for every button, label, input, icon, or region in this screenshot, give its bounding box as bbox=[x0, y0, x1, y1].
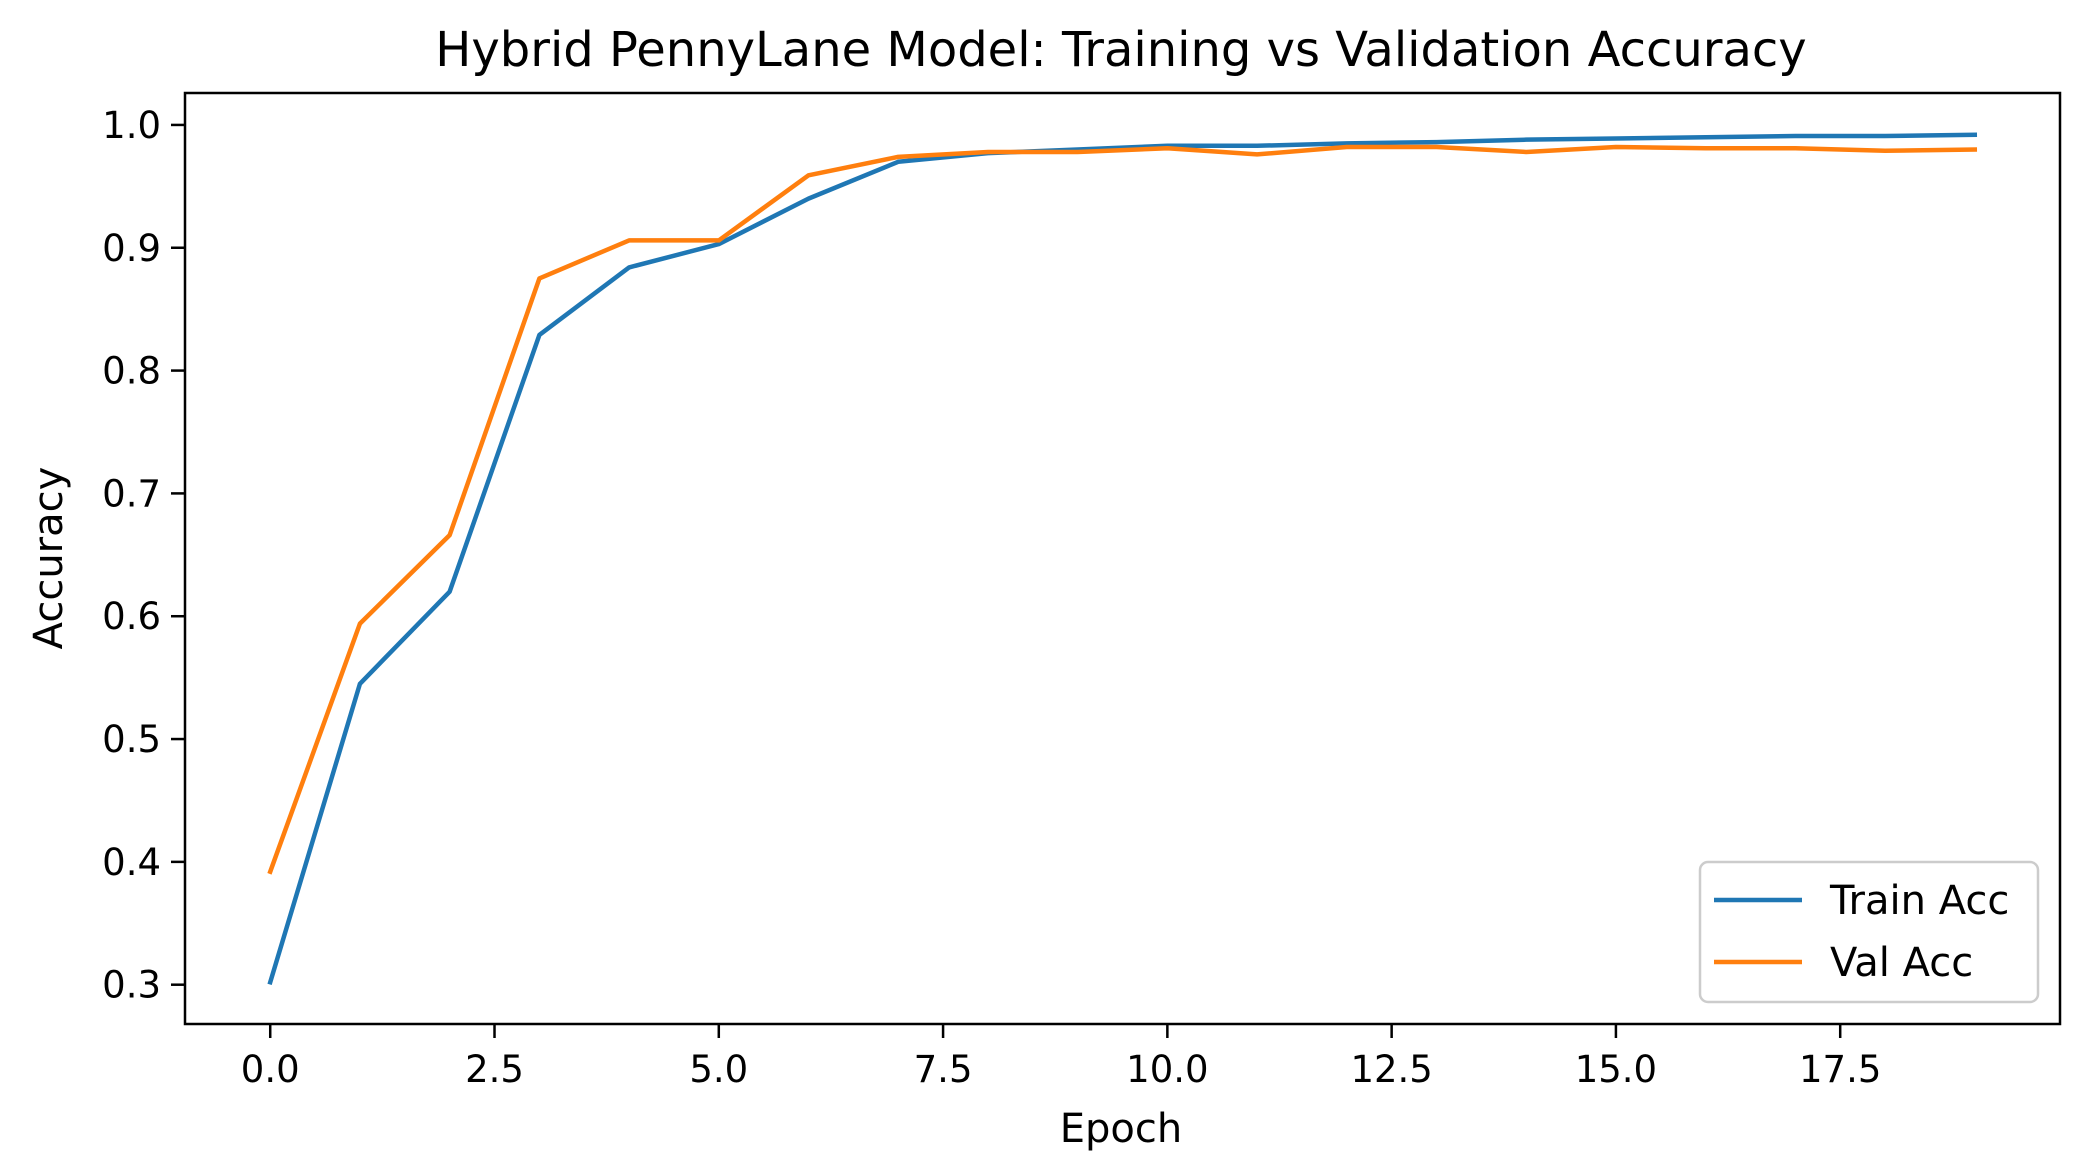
y-tick-label: 0.9 bbox=[102, 227, 161, 270]
legend-label: Train Acc bbox=[1829, 878, 2009, 924]
y-tick-label: 0.5 bbox=[102, 718, 161, 761]
x-axis-ticks: 0.0 2.5 5.0 7.5 10.0 12.5 15.0 17.5 bbox=[241, 1024, 1881, 1091]
y-axis-label: Accuracy bbox=[26, 467, 72, 650]
y-tick-label: 0.3 bbox=[102, 964, 161, 1007]
y-tick-label: 0.6 bbox=[102, 595, 161, 638]
x-tick-label: 12.5 bbox=[1350, 1048, 1432, 1091]
y-tick-label: 1.0 bbox=[102, 104, 161, 147]
legend: Train Acc Val Acc bbox=[1698, 860, 2040, 1004]
legend-box bbox=[1698, 860, 2040, 1004]
x-tick-label: 5.0 bbox=[689, 1048, 748, 1091]
series-line-train-acc bbox=[267, 132, 1978, 986]
x-tick-label: 0.0 bbox=[241, 1048, 300, 1091]
x-tick-label: 15.0 bbox=[1575, 1048, 1657, 1091]
x-tick-label: 2.5 bbox=[465, 1048, 524, 1091]
x-axis-label: Epoch bbox=[1060, 1106, 1182, 1152]
x-tick-label: 17.5 bbox=[1799, 1048, 1881, 1091]
y-tick-label: 0.4 bbox=[102, 841, 161, 884]
x-tick-label: 10.0 bbox=[1126, 1048, 1208, 1091]
y-tick-label: 0.7 bbox=[102, 472, 161, 515]
plot-area-frame bbox=[183, 91, 2062, 1026]
y-tick-label: 0.8 bbox=[102, 350, 161, 393]
series-lines bbox=[267, 132, 1978, 986]
chart-title: Hybrid PennyLane Model: Training vs Vali… bbox=[435, 22, 1806, 78]
x-tick-label: 7.5 bbox=[914, 1048, 973, 1091]
y-axis-ticks: 0.3 0.4 0.5 0.6 0.7 0.8 0.9 1.0 bbox=[102, 104, 185, 1007]
legend-label: Val Acc bbox=[1830, 940, 1973, 986]
series-line-val-acc bbox=[267, 144, 1978, 875]
